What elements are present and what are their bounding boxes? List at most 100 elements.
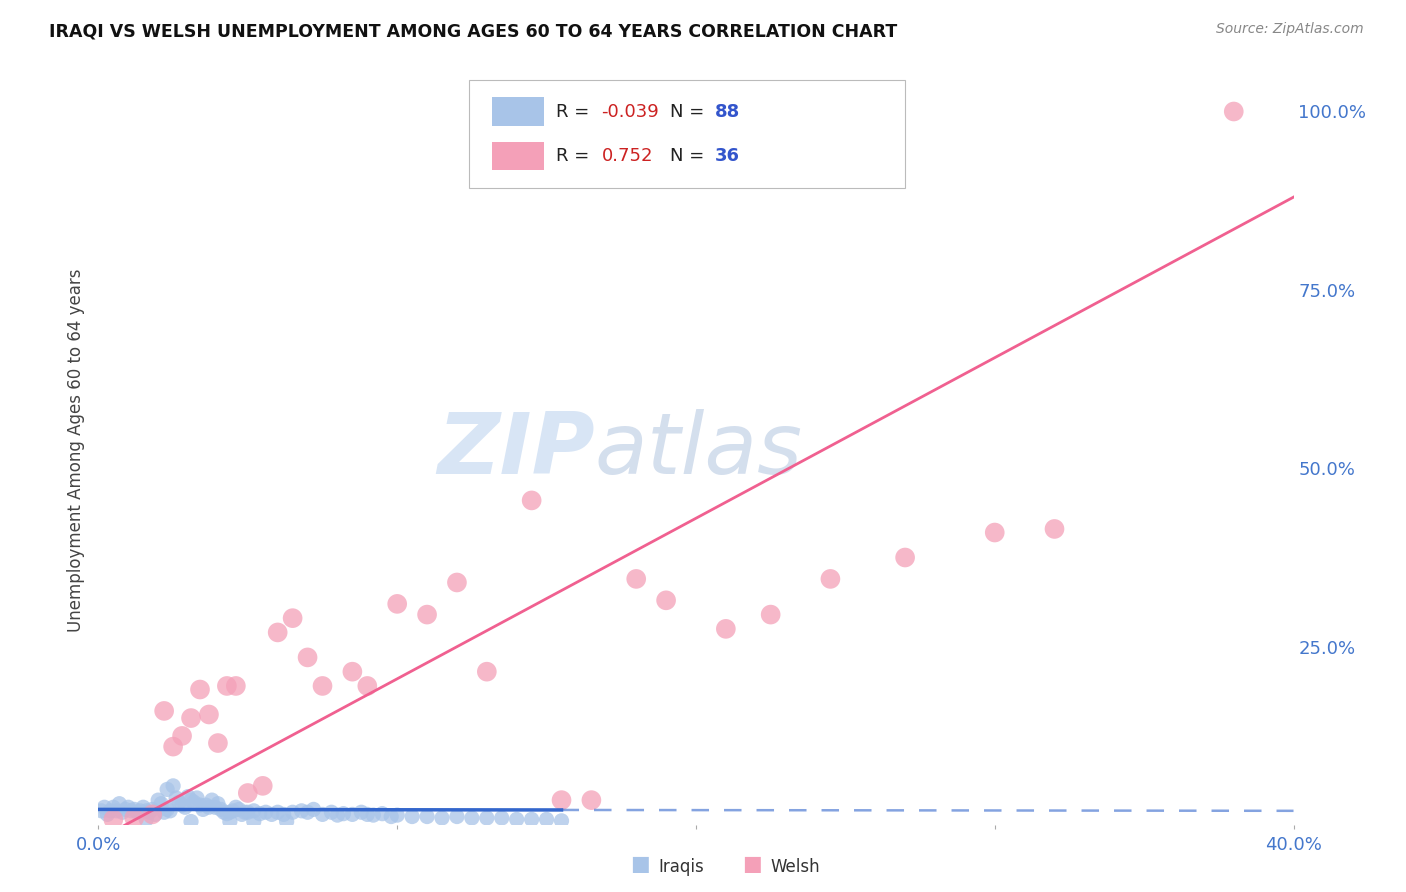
Text: Source: ZipAtlas.com: Source: ZipAtlas.com [1216,22,1364,37]
Text: R =: R = [557,147,600,165]
Point [385,597,409,611]
Point [98,804,122,818]
Point [135,804,157,818]
Point [96,807,118,822]
Point [93,800,115,814]
Point [212,805,235,820]
Point [446,575,468,590]
Text: IRAQI VS WELSH UNEMPLOYMENT AMONG AGES 60 TO 64 YEARS CORRELATION CHART: IRAQI VS WELSH UNEMPLOYMENT AMONG AGES 6… [49,22,897,40]
Point [120,804,142,818]
Point [506,813,529,827]
FancyBboxPatch shape [470,79,905,188]
Point [267,625,290,640]
Point [1043,522,1066,536]
Point [581,793,603,807]
Point [249,806,271,821]
Point [550,793,572,807]
Point [385,808,409,822]
Point [148,793,170,807]
Text: R =: R = [557,103,595,120]
Point [236,805,259,820]
Point [342,665,364,679]
Point [132,800,155,814]
Point [103,813,125,827]
Point [550,814,572,828]
Text: ZIP: ZIP [437,409,595,492]
Point [156,802,179,816]
Point [191,802,214,816]
Text: atlas: atlas [595,409,803,492]
Point [153,704,176,718]
FancyBboxPatch shape [492,142,544,170]
Point [174,800,197,814]
Point [363,808,385,822]
Text: ■: ■ [630,855,650,874]
Point [273,807,295,822]
Point [153,805,176,820]
Point [655,593,678,607]
Text: 88: 88 [716,103,741,120]
Point [820,572,842,586]
Point [254,805,277,820]
Point [141,807,163,822]
Point [475,811,498,825]
Point [105,804,128,818]
Point [198,707,221,722]
Point [291,804,314,818]
Point [172,798,194,813]
Point [215,679,238,693]
Text: 0.752: 0.752 [602,147,652,165]
Point [180,711,202,725]
Point [356,679,378,693]
Point [198,800,221,814]
Point [172,729,194,743]
Point [326,808,349,822]
Point [108,797,131,811]
Text: Welsh: Welsh [770,858,820,876]
Point [475,665,498,679]
Point [225,679,247,693]
Point [180,793,202,807]
Point [536,813,558,827]
Point [430,811,453,825]
Point [233,805,256,820]
Point [491,811,513,825]
Point [401,809,423,823]
Point [162,739,184,754]
Point [446,809,468,823]
Point [371,806,394,821]
FancyBboxPatch shape [492,97,544,126]
Point [332,806,354,821]
Point [222,804,245,818]
Point [461,811,484,825]
Point [276,814,298,829]
Point [180,814,202,829]
Point [626,572,648,586]
Point [141,802,163,816]
Point [260,807,283,822]
Point [150,797,173,811]
Point [984,525,1007,540]
Point [103,800,125,814]
Point [204,800,226,814]
Point [311,679,333,693]
Point [129,804,152,818]
Text: 36: 36 [716,147,740,165]
Point [894,550,917,565]
Point [416,809,439,823]
Point [219,805,242,820]
Y-axis label: Unemployment Among Ages 60 to 64 years: Unemployment Among Ages 60 to 64 years [66,268,84,632]
Point [225,800,247,814]
Point [188,798,211,813]
Point [177,789,200,804]
Point [252,779,274,793]
Point [117,800,139,814]
Point [201,793,224,807]
Point [281,611,304,625]
Point [243,814,266,829]
Point [1223,104,1246,119]
Point [162,779,184,793]
Point [236,786,259,800]
Point [267,805,290,820]
Point [228,802,250,816]
